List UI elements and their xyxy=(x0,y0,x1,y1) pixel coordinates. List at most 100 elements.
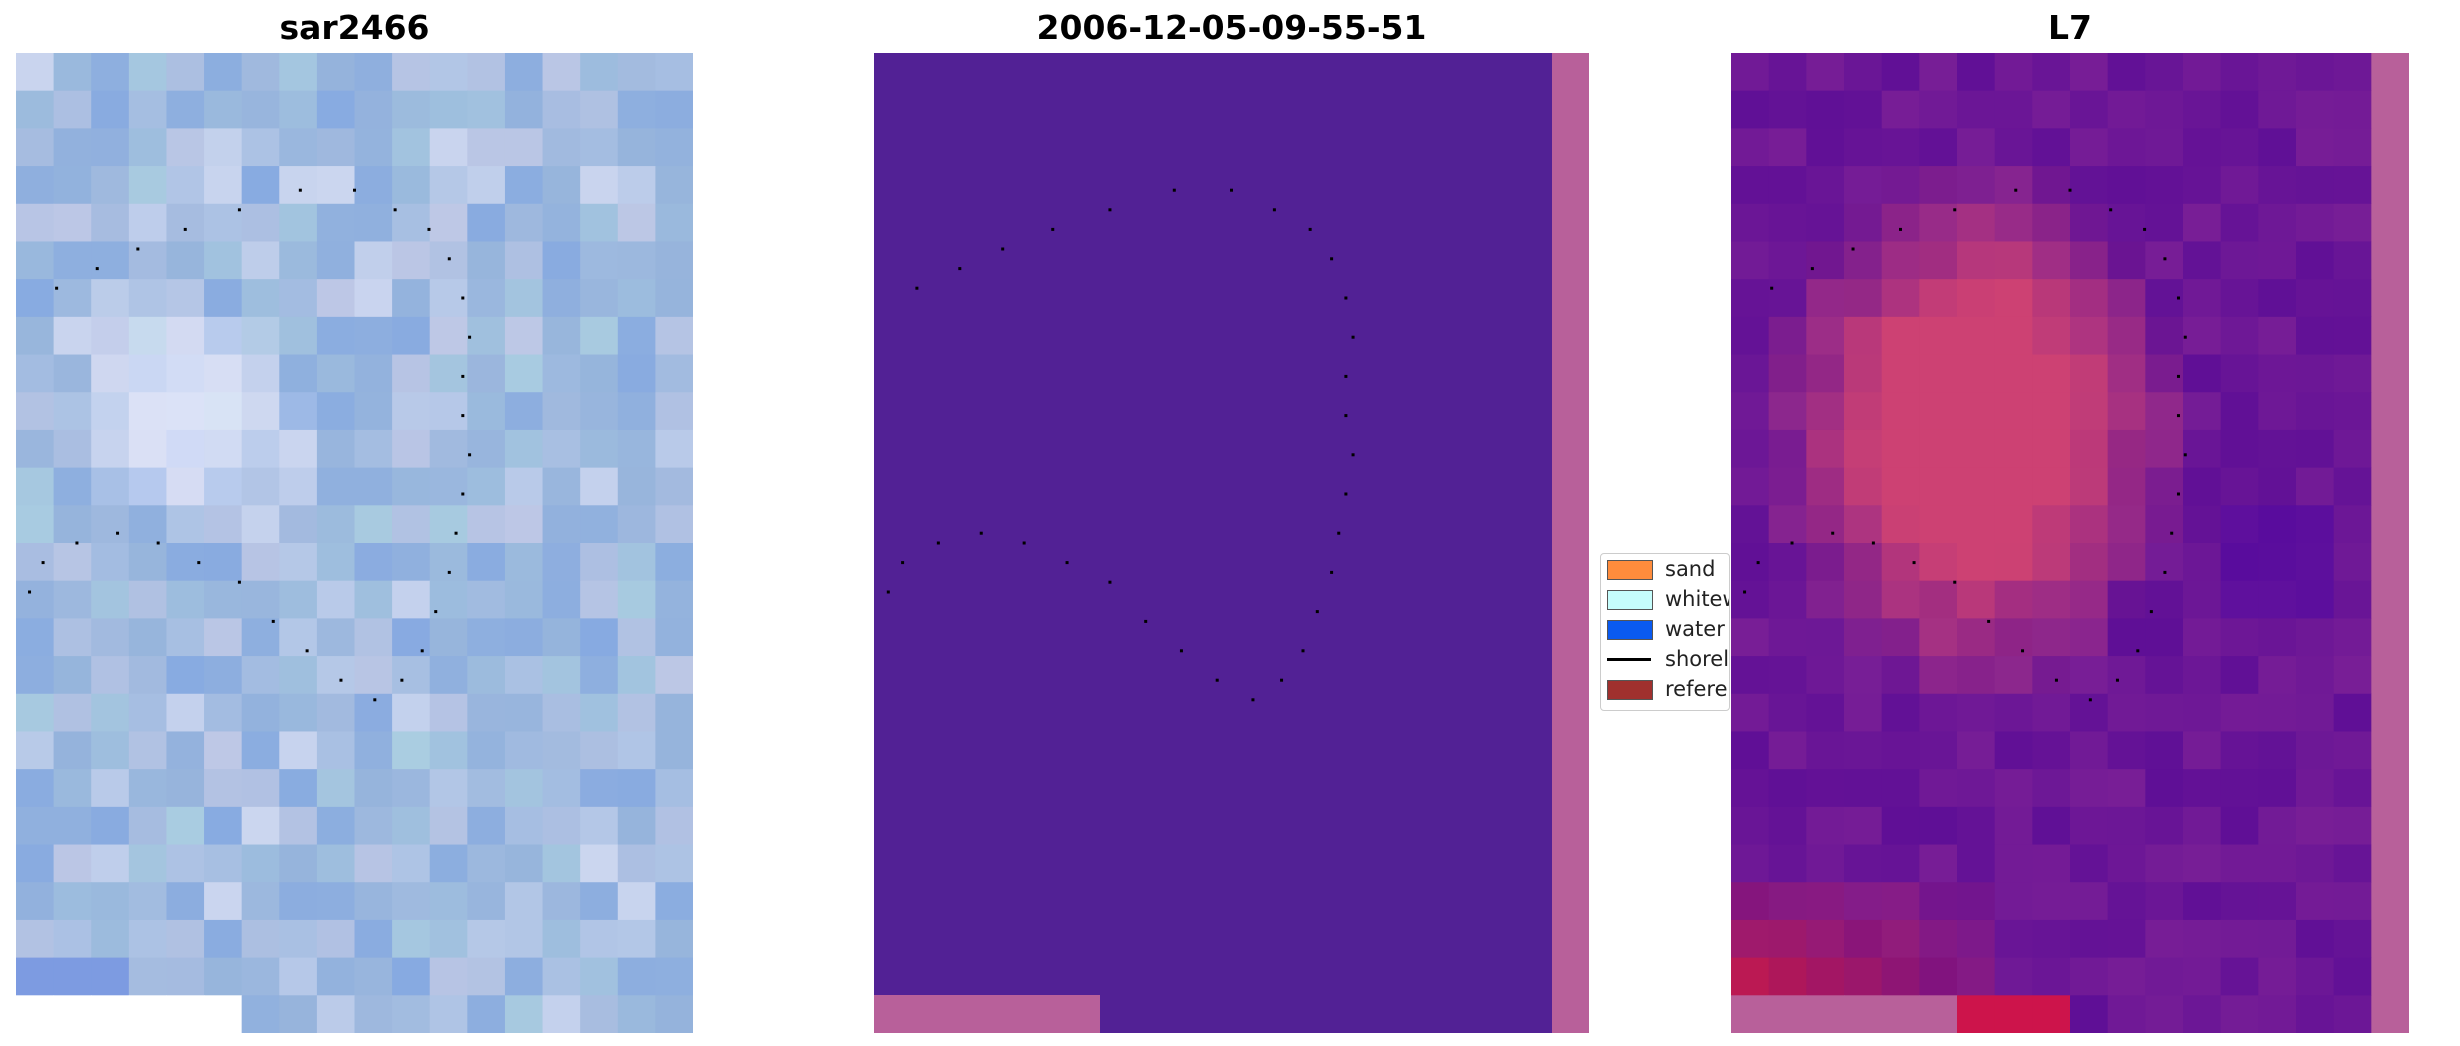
pixel xyxy=(467,429,506,469)
pixel xyxy=(204,656,243,695)
pixel xyxy=(1919,429,1958,469)
pixel xyxy=(2183,693,2222,732)
pixel xyxy=(204,429,243,469)
pixel xyxy=(2145,618,2184,657)
pixel xyxy=(1957,90,1996,129)
pixel xyxy=(2296,166,2335,205)
pixel xyxy=(1881,618,1920,657)
pixel xyxy=(2333,505,2372,544)
shoreline-point xyxy=(2054,678,2058,682)
pixel xyxy=(2258,203,2297,242)
pixel xyxy=(2220,128,2259,167)
pixel xyxy=(2183,166,2222,205)
pixel xyxy=(1731,203,1770,242)
pixel xyxy=(1957,429,1996,469)
pixel xyxy=(1731,618,1770,657)
classification-image xyxy=(874,53,1589,1033)
pixel xyxy=(504,316,544,356)
index-image-panel xyxy=(1731,53,2409,1033)
pixel xyxy=(429,731,468,770)
pixel xyxy=(53,429,92,469)
shoreline-point xyxy=(2176,414,2180,418)
pixel xyxy=(1994,844,2033,883)
pixel xyxy=(316,429,355,469)
pixel xyxy=(91,844,130,883)
pixel xyxy=(2032,844,2071,883)
pixel xyxy=(2070,844,2109,883)
pixel xyxy=(1919,203,1958,242)
pixel xyxy=(1919,505,1958,544)
pixel xyxy=(2032,543,2071,582)
pixel xyxy=(316,279,355,318)
pixel xyxy=(53,53,92,92)
shoreline-point xyxy=(1172,188,1176,192)
pixel xyxy=(2145,429,2184,469)
shoreline-point xyxy=(427,227,431,231)
pixel xyxy=(2183,429,2222,469)
pixel xyxy=(2183,90,2222,129)
pixel xyxy=(91,316,130,356)
pixel xyxy=(655,90,693,129)
pixel xyxy=(53,505,92,544)
shoreline-point xyxy=(1987,619,1991,623)
pixel xyxy=(580,543,619,582)
pixel xyxy=(1768,316,1807,356)
pixel xyxy=(316,316,355,356)
pixel xyxy=(241,919,280,959)
pixel xyxy=(617,429,656,469)
pixel xyxy=(1844,656,1883,695)
pixel xyxy=(166,693,205,732)
pixel xyxy=(2220,392,2259,431)
pixel xyxy=(2333,316,2372,356)
pixel xyxy=(1768,90,1807,129)
pixel xyxy=(279,693,318,732)
pixel xyxy=(655,392,693,431)
shoreline-point xyxy=(1756,561,1760,565)
pixel xyxy=(1844,90,1883,129)
shoreline-point xyxy=(901,561,905,565)
pixel xyxy=(16,90,55,129)
pixel xyxy=(1881,467,1920,506)
pixel xyxy=(2032,656,2071,695)
pixel xyxy=(2333,429,2372,469)
pixel xyxy=(1731,995,1770,1033)
pixel xyxy=(1919,279,1958,318)
pixel xyxy=(580,844,619,883)
pixel xyxy=(53,844,92,883)
pixel xyxy=(1844,53,1883,92)
shoreline-point xyxy=(339,678,343,682)
shoreline-point xyxy=(305,649,309,653)
shoreline-point xyxy=(156,541,160,545)
pixel xyxy=(128,128,167,167)
pixel xyxy=(655,354,693,393)
shoreline-point xyxy=(1344,296,1348,300)
pixel xyxy=(2183,618,2222,657)
pixel xyxy=(580,429,619,469)
pixel xyxy=(1957,769,1996,808)
sand-swatch xyxy=(1607,560,1653,580)
pixel xyxy=(53,354,92,393)
pixel xyxy=(91,656,130,695)
shoreline-point xyxy=(1215,678,1219,682)
pixel xyxy=(204,53,243,92)
pixel xyxy=(91,882,130,921)
pixel xyxy=(1768,429,1807,469)
shoreline-point xyxy=(373,698,377,702)
shoreline-point xyxy=(1308,227,1312,231)
pixel xyxy=(204,580,243,619)
pixel xyxy=(316,505,355,544)
pixel xyxy=(2032,354,2071,393)
pixel xyxy=(1994,957,2033,996)
pixel xyxy=(617,316,656,356)
pixel xyxy=(392,128,431,167)
pixel xyxy=(2183,392,2222,431)
pixel xyxy=(542,429,581,469)
pixel xyxy=(128,580,167,619)
pixel xyxy=(2145,203,2184,242)
shoreline-point xyxy=(2068,188,2072,192)
pixel xyxy=(2183,279,2222,318)
pixel xyxy=(204,844,243,883)
pixel xyxy=(2183,316,2222,356)
pixel xyxy=(392,580,431,619)
shoreline-point xyxy=(1144,619,1148,623)
